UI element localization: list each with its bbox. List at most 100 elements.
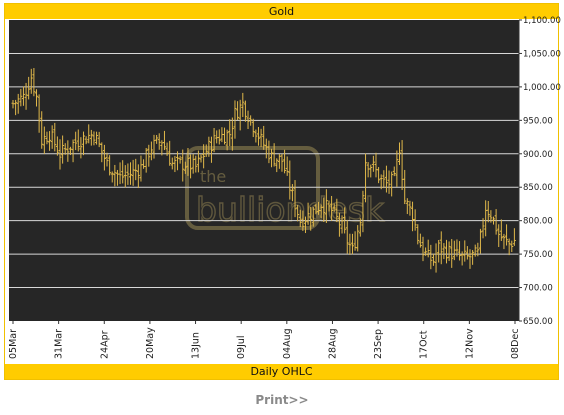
ohlc-bar	[45, 131, 49, 145]
ohlc-bar	[390, 171, 394, 197]
y-axis: 1,100.00 1,050.00 1,000.00 950.00 900.00 850.…	[518, 16, 561, 327]
ohlc-bar	[450, 239, 454, 268]
ohlc-bar	[256, 127, 260, 146]
ohlc-bar	[100, 142, 104, 163]
ohlc-bar	[149, 141, 153, 161]
ohlc-bar	[468, 249, 472, 269]
ohlc-bar	[92, 131, 96, 146]
ohlc-bar	[108, 155, 112, 176]
ohlc-bar	[207, 136, 211, 157]
ohlc-bar	[249, 115, 253, 126]
x-tick-label: 23Sep	[373, 329, 384, 359]
ohlc-bar	[408, 200, 412, 216]
ohlc-bar	[113, 164, 117, 187]
x-tick-label: 04Aug	[282, 328, 293, 359]
ohlc-bar	[369, 164, 373, 178]
ohlc-bar	[476, 242, 480, 257]
print-link[interactable]: Print>>	[255, 393, 309, 407]
ohlc-bar	[61, 135, 65, 164]
ohlc-bar	[384, 165, 388, 193]
ohlc-bar	[442, 243, 446, 260]
ohlc-bar	[392, 166, 396, 177]
ohlc-bar	[76, 129, 80, 152]
ohlc-bar	[335, 198, 339, 223]
ohlc-bar	[162, 130, 166, 151]
ohlc-bar	[241, 92, 245, 117]
ohlc-bar	[463, 240, 467, 262]
ohlc-bar	[426, 239, 430, 258]
y-tick-label: 1,100.00	[523, 16, 561, 26]
y-tick-label: 1,050.00	[523, 49, 561, 59]
ohlc-bar	[382, 170, 386, 189]
ohlc-bar	[481, 218, 485, 239]
ohlc-bar	[53, 122, 57, 152]
ohlc-bar	[196, 150, 200, 173]
x-tick-label: 17Oct	[419, 330, 430, 359]
ohlc-bar	[136, 164, 140, 189]
ohlc-bar	[309, 206, 313, 231]
bulliondesk-watermark: the bulliondesk	[185, 146, 386, 230]
ohlc-bar	[118, 162, 122, 185]
ohlc-bar	[165, 142, 169, 156]
ohlc-bar	[243, 100, 247, 122]
ohlc-bar	[58, 139, 62, 170]
y-tick-label: 800.00	[523, 217, 553, 227]
ohlc-bar	[350, 233, 354, 255]
ohlc-bar	[230, 117, 234, 151]
ohlc-bar	[298, 209, 302, 227]
ohlc-bar	[494, 209, 498, 235]
ohlc-bar	[189, 154, 193, 179]
y-tick-label: 950.00	[523, 116, 553, 126]
ohlc-bar	[358, 218, 362, 237]
ohlc-bar	[434, 243, 438, 273]
plot-area	[9, 20, 519, 321]
ohlc-bar	[502, 233, 506, 250]
ohlc-bar	[204, 144, 208, 157]
ohlc-bar	[510, 240, 514, 253]
ohlc-bar	[110, 171, 114, 183]
ohlc-bar	[236, 101, 240, 121]
x-tick-label: 12Nov	[464, 328, 475, 359]
ohlc-bar	[447, 241, 451, 261]
ohlc-bar	[465, 246, 469, 260]
ohlc-bar	[202, 144, 206, 169]
ohlc-bar	[272, 143, 276, 167]
ohlc-bar	[364, 153, 368, 203]
ohlc-bar	[361, 190, 365, 233]
ohlc-bar	[499, 219, 503, 241]
ohlc-bar	[421, 236, 425, 262]
ohlc-bar	[340, 215, 344, 234]
ohlc-bar	[486, 200, 490, 223]
ohlc-bar	[290, 184, 294, 202]
x-tick-label: 05Mar	[8, 329, 19, 359]
ohlc-bar	[209, 136, 213, 163]
ohlc-bar	[471, 249, 475, 265]
ohlc-bar	[21, 86, 25, 106]
ohlc-bar	[311, 206, 315, 227]
ohlc-bar	[343, 207, 347, 234]
ohlc-bar	[168, 140, 172, 166]
y-tick-label: 1,000.00	[523, 83, 561, 93]
ohlc-bars	[11, 68, 516, 273]
ohlc-bar	[102, 144, 106, 171]
y-tick-label: 850.00	[523, 183, 553, 193]
x-tick-label: 24Apr	[99, 330, 110, 359]
ohlc-bar	[288, 160, 292, 200]
ohlc-bar	[478, 228, 482, 254]
ohlc-bar	[14, 99, 18, 116]
ohlc-bar	[95, 131, 99, 145]
ohlc-bar	[181, 149, 185, 182]
ohlc-bar	[40, 111, 44, 149]
ohlc-bar	[397, 142, 401, 165]
ohlc-bar	[306, 202, 310, 225]
y-tick-label: 750.00	[523, 250, 553, 260]
x-tick-label: 13Jun	[191, 332, 202, 359]
ohlc-bar	[491, 216, 495, 225]
ohlc-bar	[123, 165, 127, 188]
ohlc-bar	[32, 68, 36, 97]
x-tick-label: 09Jul	[236, 335, 247, 359]
ohlc-bar	[19, 88, 23, 107]
ohlc-bar	[431, 253, 435, 266]
gridlines	[9, 52, 519, 289]
ohlc-bar	[418, 233, 422, 248]
